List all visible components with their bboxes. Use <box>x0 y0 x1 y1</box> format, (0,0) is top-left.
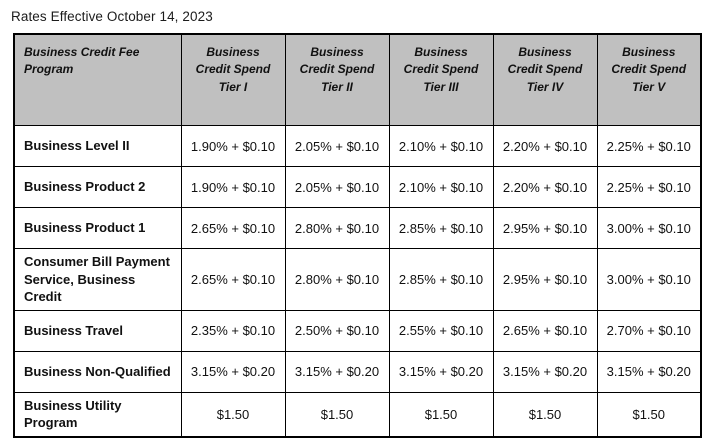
page-title: Rates Effective October 14, 2023 <box>11 9 213 24</box>
rate-cell: 2.35% + $0.10 <box>180 309 286 352</box>
rate-cell: 2.20% + $0.10 <box>492 166 598 208</box>
rate-cell: 2.50% + $0.10 <box>284 309 390 352</box>
rate-cell: $1.50 <box>596 391 702 438</box>
rate-cell: 2.95% + $0.10 <box>492 207 598 249</box>
rate-cell: 2.05% + $0.10 <box>284 166 390 208</box>
column-header-tier-4: Business Credit Spend Tier IV <box>492 33 598 126</box>
rate-cell: 2.95% + $0.10 <box>492 248 598 311</box>
rate-cell: 1.90% + $0.10 <box>180 166 286 208</box>
rate-cell: 2.80% + $0.10 <box>284 207 390 249</box>
rate-cell: $1.50 <box>492 391 598 438</box>
rate-cell: 3.15% + $0.20 <box>180 350 286 393</box>
program-cell: Business Product 1 <box>13 207 182 249</box>
column-header-tier-2: Business Credit Spend Tier II <box>284 33 390 126</box>
table-row: Business Travel 2.35% + $0.10 2.50% + $0… <box>13 309 702 352</box>
column-header-tier-5: Business Credit Spend Tier V <box>596 33 702 126</box>
rate-cell: $1.50 <box>388 391 494 438</box>
rate-cell: 2.70% + $0.10 <box>596 309 702 352</box>
table-row: Business Level II 1.90% + $0.10 2.05% + … <box>13 125 702 167</box>
rate-cell: $1.50 <box>180 391 286 438</box>
rate-cell: 3.15% + $0.20 <box>596 350 702 393</box>
program-cell: Business Travel <box>13 309 182 352</box>
rates-table: Business Credit Fee Program Business Cre… <box>13 33 702 438</box>
rate-cell: 2.65% + $0.10 <box>492 309 598 352</box>
table-row: Business Utility Program $1.50 $1.50 $1.… <box>13 391 702 438</box>
rate-cell: 2.25% + $0.10 <box>596 125 702 167</box>
program-cell: Business Level II <box>13 125 182 167</box>
rate-cell: 2.20% + $0.10 <box>492 125 598 167</box>
header-row: Business Credit Fee Program Business Cre… <box>13 33 702 126</box>
table-row: Business Product 1 2.65% + $0.10 2.80% +… <box>13 207 702 249</box>
rate-cell: 2.05% + $0.10 <box>284 125 390 167</box>
rate-cell: 3.00% + $0.10 <box>596 207 702 249</box>
table-row: Consumer Bill Payment Service, Business … <box>13 248 702 311</box>
rate-cell: 3.00% + $0.10 <box>596 248 702 311</box>
table-row: Business Product 2 1.90% + $0.10 2.05% +… <box>13 166 702 208</box>
rate-cell: 2.85% + $0.10 <box>388 207 494 249</box>
table-row: Business Non-Qualified 3.15% + $0.20 3.1… <box>13 350 702 393</box>
program-cell: Business Non-Qualified <box>13 350 182 393</box>
rate-cell: 2.10% + $0.10 <box>388 166 494 208</box>
program-cell: Consumer Bill Payment Service, Business … <box>13 248 182 311</box>
rate-cell: 2.10% + $0.10 <box>388 125 494 167</box>
rate-cell: 2.25% + $0.10 <box>596 166 702 208</box>
column-header-program: Business Credit Fee Program <box>13 33 182 126</box>
program-cell: Business Utility Program <box>13 391 182 438</box>
rate-cell: $1.50 <box>284 391 390 438</box>
program-cell: Business Product 2 <box>13 166 182 208</box>
rate-cell: 3.15% + $0.20 <box>284 350 390 393</box>
rate-cell: 2.85% + $0.10 <box>388 248 494 311</box>
rate-cell: 2.65% + $0.10 <box>180 207 286 249</box>
rate-cell: 3.15% + $0.20 <box>388 350 494 393</box>
rate-cell: 2.65% + $0.10 <box>180 248 286 311</box>
rate-cell: 2.55% + $0.10 <box>388 309 494 352</box>
column-header-tier-1: Business Credit Spend Tier I <box>180 33 286 126</box>
rate-cell: 2.80% + $0.10 <box>284 248 390 311</box>
rate-cell: 3.15% + $0.20 <box>492 350 598 393</box>
rate-cell: 1.90% + $0.10 <box>180 125 286 167</box>
column-header-tier-3: Business Credit Spend Tier III <box>388 33 494 126</box>
